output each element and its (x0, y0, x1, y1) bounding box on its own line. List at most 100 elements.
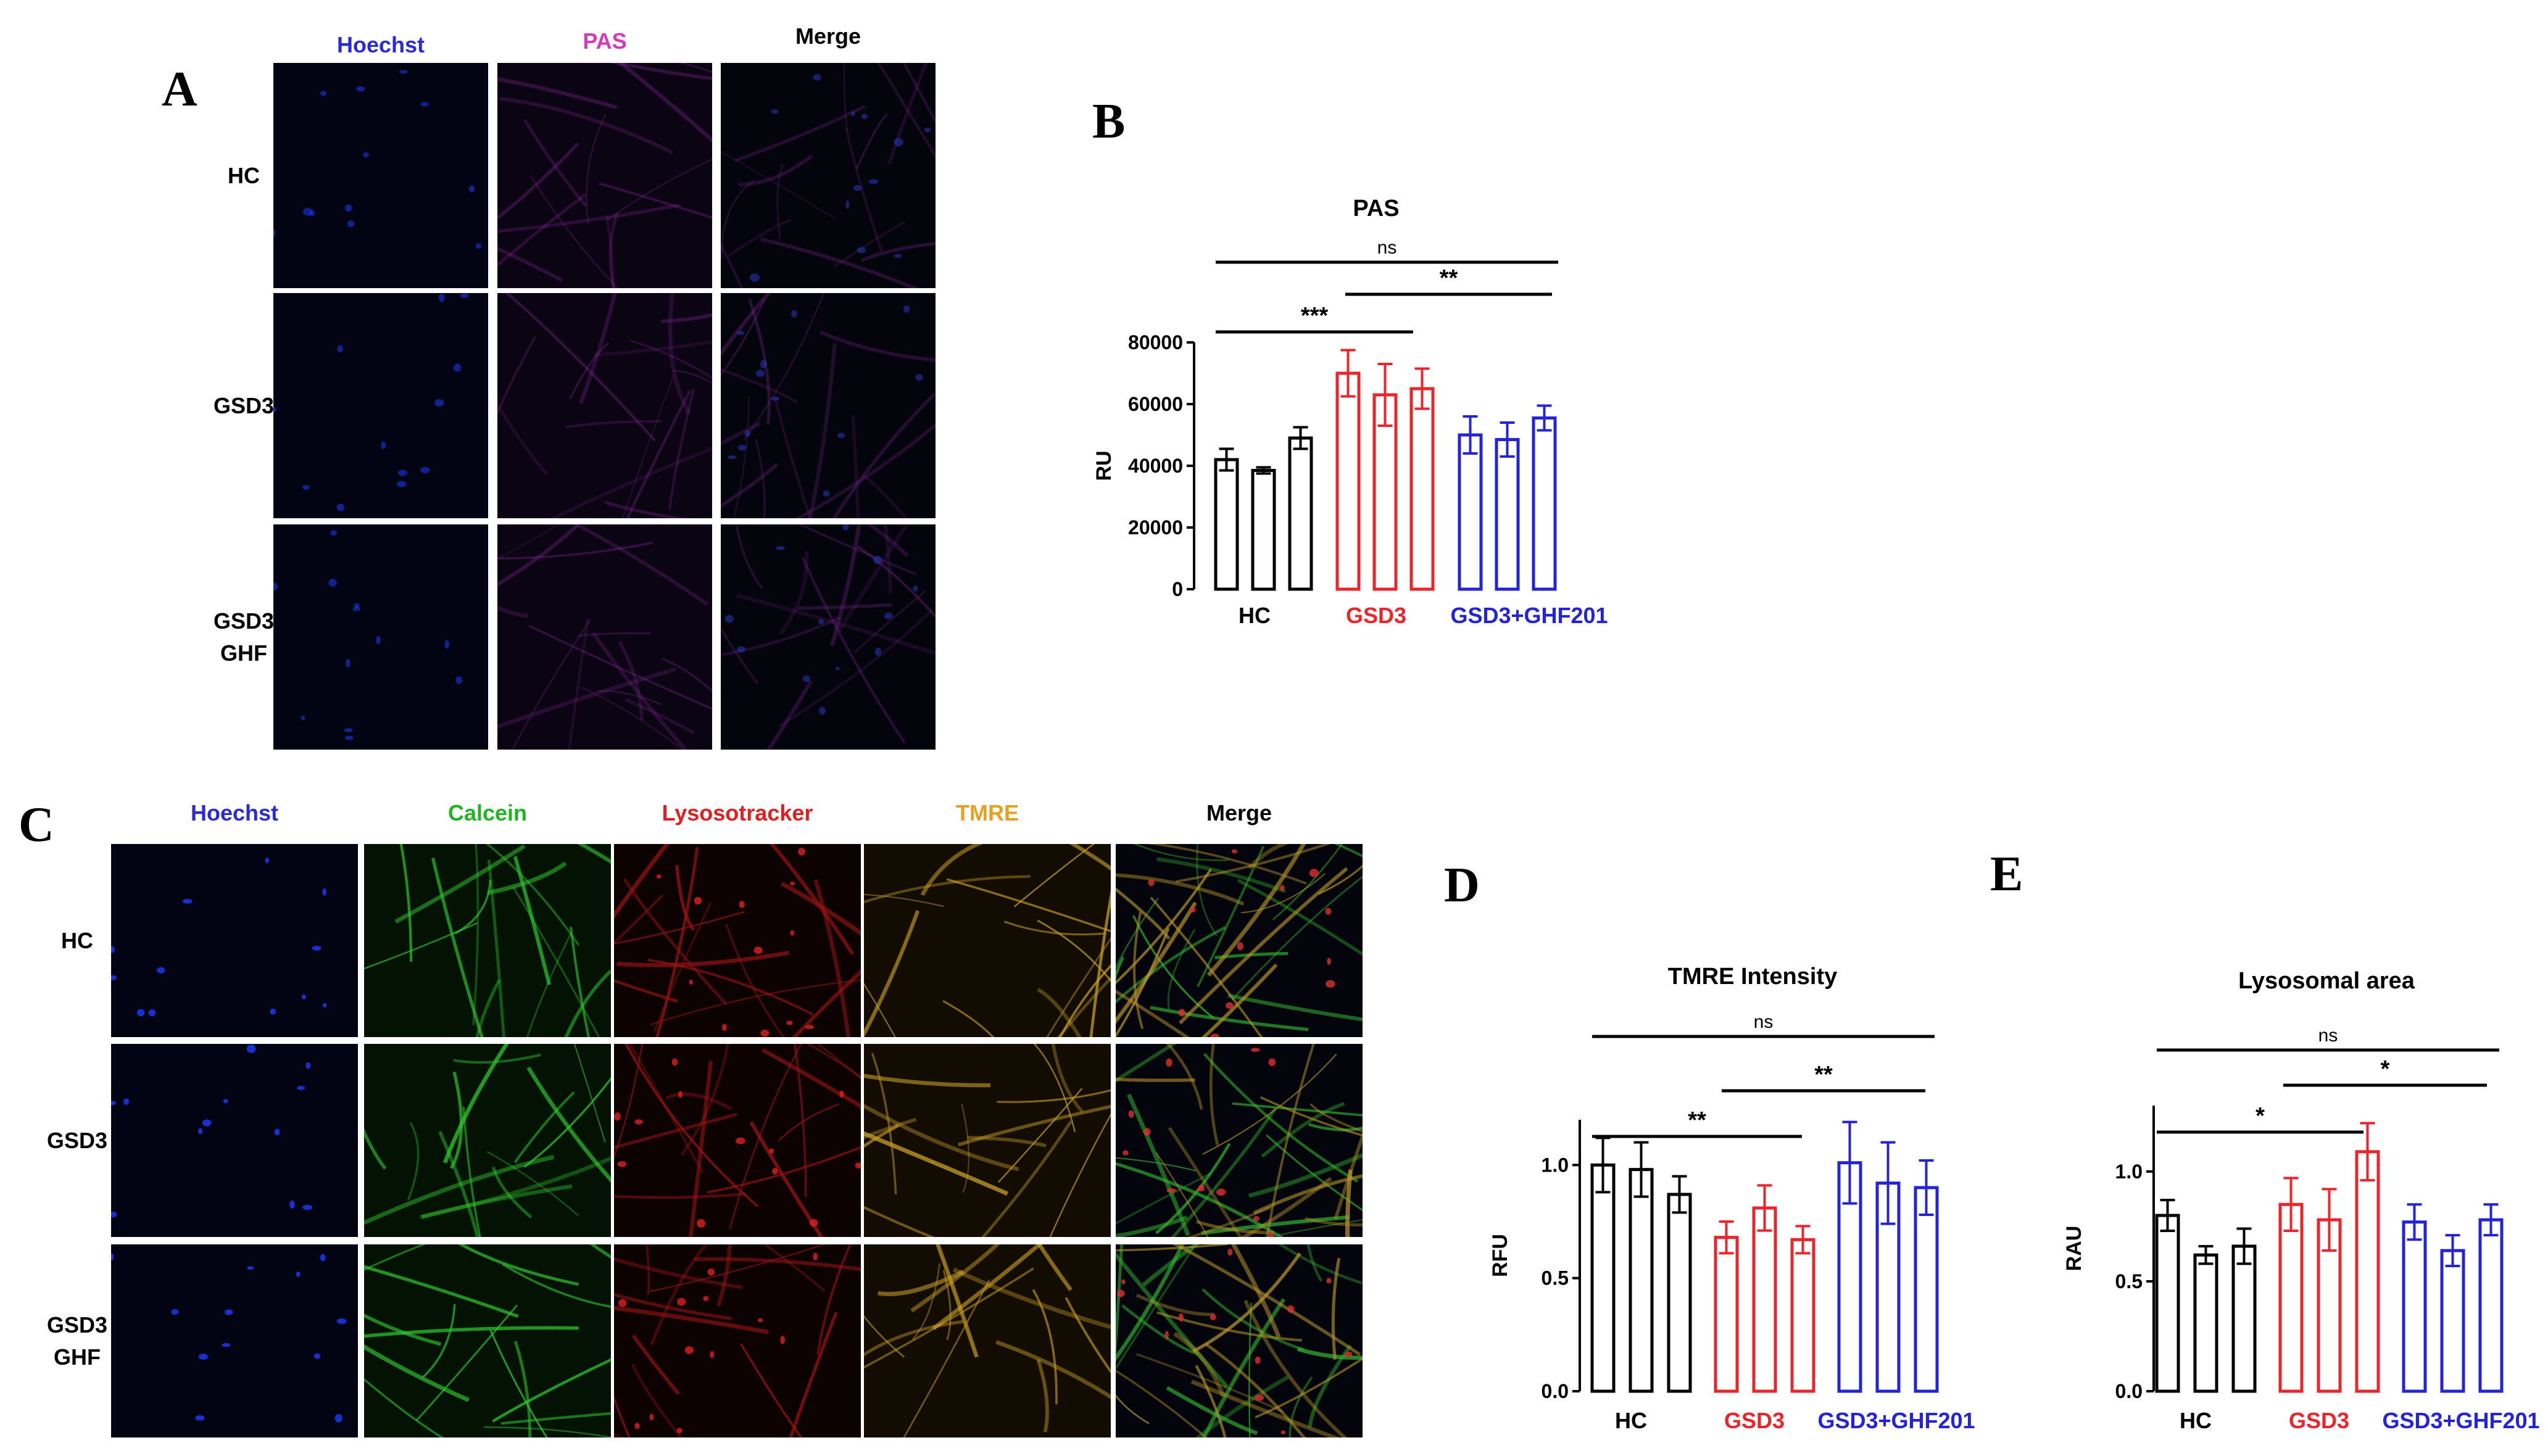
panel-c-micrograph-r2-c4 (1116, 1244, 1363, 1437)
panel-a-micrograph-r1-c1 (497, 293, 712, 518)
panel-e-letter: E (1990, 847, 2023, 901)
panel-a-col-header-pas: PAS (583, 28, 627, 54)
chart-b-bar-g1-b0 (1335, 371, 1361, 591)
panel-c-col-header-tmre: TMRE (956, 800, 1019, 825)
chart-d-ylabel: RFU (1488, 1234, 1512, 1277)
chart-d-errorbar-g0-b1 (1633, 1141, 1649, 1198)
chart-e-group-label-0: HC (2180, 1408, 2212, 1433)
chart-b-ytick-label-4: 80000 (1128, 331, 1183, 354)
chart-b-bar-g0-b1 (1251, 469, 1276, 591)
chart-e-errorbar-g0-b2 (2236, 1227, 2252, 1265)
chart-d-errorbar-g1-b0 (1719, 1220, 1734, 1255)
chart-b-pas: PAS RU 0 20000 40000 60000 80000 HC GSD3 GSD3+GHF… (1092, 196, 1608, 628)
panel-a-micrograph-r1-c2 (721, 293, 936, 518)
chart-d-tmre-intensity: TMRE Intensity RFU 0.0 0.5 1.0 HC GSD3 GSD3+GHF… (1488, 964, 1975, 1433)
chart-d-title: TMRE Intensity (1668, 964, 1837, 990)
chart-d-group-label-1: GSD3 (1724, 1408, 1785, 1433)
chart-d-sig-label-0: ns (1754, 1012, 1774, 1032)
chart-e-bar-g0-b0 (2155, 1214, 2180, 1393)
chart-e-sig-label-1: * (2381, 1056, 2390, 1082)
chart-d-group-label-2: GSD3+GHF201 (1817, 1408, 1975, 1433)
chart-d-errorbar-g2-b1 (1880, 1141, 1896, 1225)
panel-c-micrograph-r0-c0 (111, 844, 358, 1037)
chart-e-ylabel: RAU (2062, 1226, 2086, 1272)
panel-a-letter: A (162, 62, 197, 117)
chart-b-group-label-0: HC (1239, 603, 1271, 628)
panel-c-col-header-hoechst: Hoechst (190, 800, 279, 825)
panel-a-row-label-2: GSD3 GHF (197, 605, 290, 669)
chart-e-ytick-label-1: 0.5 (2115, 1270, 2143, 1293)
panel-d-letter: D (1444, 858, 1480, 912)
panel-c-micrograph-r2-c1 (364, 1244, 611, 1437)
panel-a-col-header-merge: Merge (795, 23, 861, 49)
chart-d-ytick-label-1: 0.5 (1542, 1267, 1569, 1289)
chart-d-bar-g0-b1 (1629, 1168, 1654, 1393)
chart-e-bar-g2-b0 (2402, 1220, 2427, 1393)
chart-e-errorbar-g1-b0 (2283, 1177, 2299, 1233)
panel-a-micrograph-r2-c0 (273, 524, 488, 750)
chart-d-bar-g2-b2 (1914, 1186, 1939, 1393)
panel-c-letter: C (19, 798, 54, 852)
chart-e-lysosomal-area: Lysosomal area RAU 0.0 0.5 1.0 HC GSD3 GSD3+GHF… (2062, 968, 2540, 1433)
panel-a-micrograph-r0-c0 (273, 63, 488, 288)
chart-e-errorbar-g2-b2 (2483, 1203, 2499, 1237)
chart-e-ytick-label-2: 1.0 (2115, 1160, 2143, 1183)
chart-d-ytick-label-2: 1.0 (1542, 1154, 1569, 1176)
panel-c-row-label-2: GSD3 GHF (43, 1309, 111, 1373)
chart-b-ytick-label-1: 20000 (1128, 516, 1183, 539)
chart-d-errorbar-g1-b2 (1795, 1225, 1811, 1255)
chart-b-ytick-label-2: 40000 (1128, 455, 1183, 477)
chart-d-bar-g1-b1 (1752, 1206, 1777, 1393)
chart-b-bar-g2-b1 (1495, 438, 1520, 591)
chart-e-bar-g0-b1 (2193, 1253, 2218, 1393)
chart-b-sig-label-1: ** (1440, 265, 1458, 291)
chart-d-errorbar-g1-b1 (1757, 1184, 1772, 1232)
panel-c-micrograph-r0-c2 (614, 844, 861, 1037)
panel-a-row-label-0: HC (228, 162, 260, 188)
chart-e-bar-g2-b2 (2478, 1218, 2504, 1393)
panel-c-row-label-1: GSD3 (46, 1127, 108, 1153)
panel-c-col-header-lysosotracker: Lysosotracker (662, 800, 813, 825)
chart-b-ylabel: RU (1092, 450, 1116, 481)
chart-b-bar-g1-b2 (1409, 387, 1435, 591)
panel-c-row-label-2-line-1: GHF (54, 1344, 101, 1370)
chart-d-bar-g1-b2 (1790, 1238, 1816, 1393)
panel-a-micrograph-r2-c2 (721, 524, 936, 750)
panel-c-col-header-calcein: Calcein (447, 800, 528, 825)
chart-d-ytick-label-0: 0.0 (1542, 1380, 1569, 1402)
chart-b-bar-g0-b2 (1288, 436, 1313, 591)
panel-c-micrograph-r1-c3 (864, 1044, 1111, 1237)
panel-a-row-label-2-line-1: GHF (220, 640, 267, 666)
chart-d-sig-label-2: ** (1688, 1107, 1706, 1133)
chart-e-errorbar-g0-b1 (2198, 1244, 2214, 1265)
chart-b-ytick-label-3: 60000 (1128, 393, 1183, 415)
chart-d-errorbar-g0-b2 (1672, 1175, 1687, 1214)
panel-b-letter: B (1092, 94, 1126, 149)
chart-d-group-label-0: HC (1615, 1408, 1647, 1433)
panel-c-micrograph-r2-c2 (614, 1244, 861, 1437)
panel-c-col-header-merge: Merge (1206, 800, 1272, 825)
chart-b-group-label-1: GSD3 (1346, 603, 1406, 628)
panel-c-micrograph-r1-c1 (364, 1044, 611, 1237)
panel-c-micrograph-r2-c3 (864, 1244, 1111, 1437)
chart-b-bar-g2-b2 (1532, 416, 1557, 591)
panel-a-row-label-2-line-0: GSD3 (213, 608, 275, 634)
panel-c-micrograph-r0-c3 (864, 844, 1111, 1037)
chart-b-group-label-2: GSD3+GHF201 (1450, 603, 1608, 628)
chart-b-errorbar-g2-b1 (1500, 421, 1515, 458)
chart-b-errorbar-g2-b0 (1463, 415, 1478, 455)
chart-d-bar-g0-b2 (1667, 1193, 1692, 1393)
chart-e-sig-label-0: ns (2318, 1025, 2338, 1046)
chart-d-errorbar-g2-b2 (1919, 1159, 1934, 1216)
chart-b-sig-label-2: *** (1301, 303, 1329, 329)
panel-a-micrograph-r0-c2 (721, 63, 936, 288)
chart-d-bar-g1-b0 (1714, 1236, 1739, 1393)
chart-e-errorbar-g2-b1 (2445, 1234, 2460, 1267)
chart-e-group-label-1: GSD3 (2289, 1408, 2349, 1433)
chart-e-bar-g1-b2 (2355, 1150, 2380, 1393)
chart-b-bar-g2-b0 (1458, 433, 1483, 591)
panel-a-micrograph-r0-c1 (497, 63, 712, 288)
chart-b-errorbar-g1-b0 (1340, 349, 1356, 398)
chart-b-title: PAS (1353, 196, 1399, 221)
chart-b-errorbar-g0-b1 (1256, 466, 1271, 475)
